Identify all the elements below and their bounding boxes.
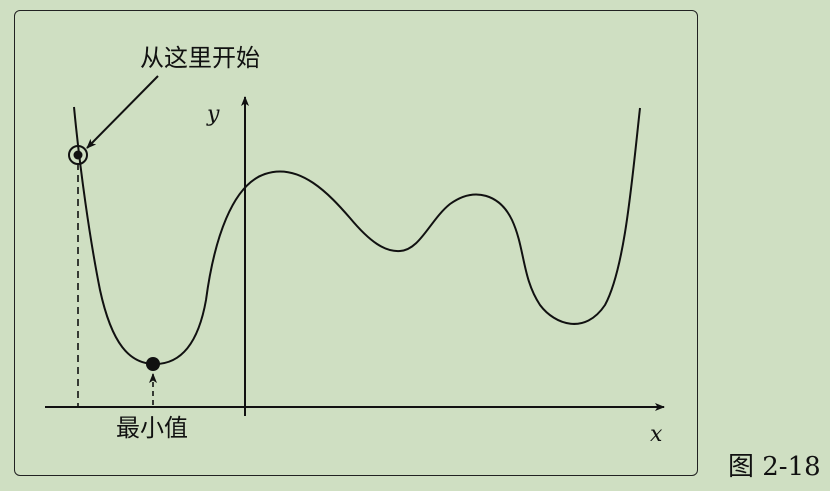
start-point-ring — [68, 145, 88, 165]
figure-caption: 图 2-18 — [728, 452, 821, 482]
function-curve — [73, 106, 641, 366]
minimum-label: 最小值 — [116, 414, 188, 442]
start-point-dot — [73, 150, 83, 160]
y-axis-label: y — [206, 102, 220, 127]
minimum-point — [146, 357, 160, 371]
figure-frame — [14, 10, 698, 476]
x-axis-label: x — [650, 422, 663, 447]
start-arrow — [86, 75, 159, 149]
start-label: 从这里开始 — [140, 44, 260, 72]
